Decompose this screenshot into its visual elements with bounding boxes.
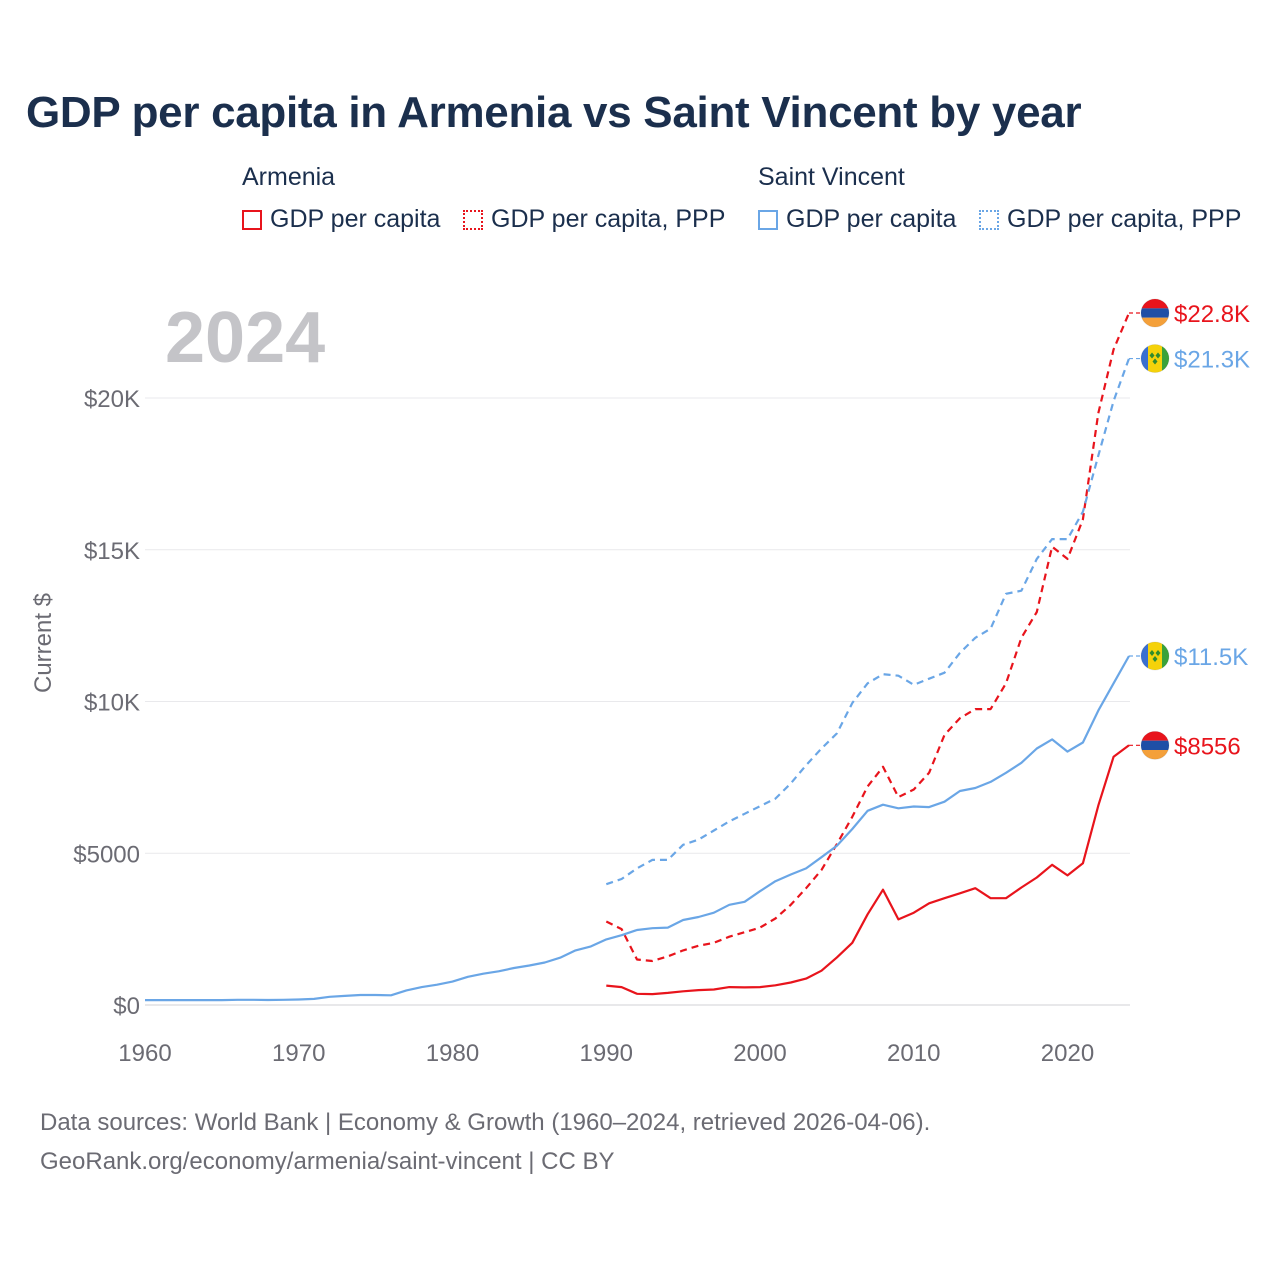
legend-group-title: Saint Vincent xyxy=(758,163,905,191)
y-tick-label: $10K xyxy=(84,690,140,717)
legend-item-armenia-gdp-ppp[interactable]: GDP per capita, PPP xyxy=(463,205,725,234)
legend-item-saint-vincent-gdp[interactable]: GDP per capita xyxy=(758,205,956,234)
x-tick-label: 1980 xyxy=(426,1040,479,1067)
legend-group-armenia: Armenia GDP per capita GDP per capita, P… xyxy=(242,160,742,240)
y-tick-label: $15K xyxy=(84,538,140,565)
end-value-label: $22.8K xyxy=(1174,301,1250,328)
footer-credit[interactable]: GeoRank.org/economy/armenia/saint-vincen… xyxy=(40,1148,615,1175)
legend-swatch-solid xyxy=(242,209,262,230)
legend-item-armenia-gdp[interactable]: GDP per capita xyxy=(242,205,440,234)
legend-swatch-solid xyxy=(758,209,778,230)
y-tick-label: $0 xyxy=(113,993,140,1020)
x-tick-label: 2000 xyxy=(733,1040,786,1067)
armenia-flag-icon xyxy=(1140,730,1170,760)
series-line-saint-vincent-gdp-per-capita xyxy=(145,655,1130,1002)
saint-vincent-flag-icon xyxy=(1140,344,1170,374)
y-tick-label: $20K xyxy=(84,386,140,413)
legend-swatch-dotted xyxy=(463,209,483,230)
end-value-label: $8556 xyxy=(1174,733,1241,760)
y-axis-label: Current $ xyxy=(30,593,57,693)
legend-group-title: Armenia xyxy=(242,163,336,191)
series-line-saint-vincent-gdp-per-capita-ppp xyxy=(605,358,1131,886)
end-value-label: $11.5K xyxy=(1174,644,1248,671)
y-tick-label: $5000 xyxy=(73,841,140,868)
footer-sources: Data sources: World Bank | Economy & Gro… xyxy=(40,1109,931,1136)
legend-item-saint-vincent-gdp-ppp[interactable]: GDP per capita, PPP xyxy=(979,205,1241,234)
x-tick-label: 1970 xyxy=(272,1040,325,1067)
series-line-armenia-gdp-per-capita xyxy=(606,744,1130,996)
legend-item-label: GDP per capita, PPP xyxy=(1007,205,1242,233)
grid xyxy=(145,397,1130,1006)
chart-title: GDP per capita in Armenia vs Saint Vince… xyxy=(26,88,1082,137)
saint-vincent-flag-icon xyxy=(1140,641,1170,671)
legend-item-label: GDP per capita xyxy=(270,205,441,233)
legend-group-saint-vincent: Saint Vincent GDP per capita GDP per cap… xyxy=(758,160,1268,240)
x-tick-label: 1960 xyxy=(118,1040,171,1067)
year-watermark: 2024 xyxy=(165,298,325,378)
axis-ticks: $0 $5000 $10K $15K $20K 1960 1970 1980 1990 2000 2… xyxy=(73,386,1094,1067)
legend-item-label: GDP per capita, PPP xyxy=(491,205,726,233)
x-tick-label: 1990 xyxy=(580,1040,633,1067)
x-tick-label: 2010 xyxy=(887,1040,940,1067)
x-tick-label: 2020 xyxy=(1041,1040,1094,1067)
end-value-label: $21.3K xyxy=(1174,347,1250,374)
armenia-flag-icon xyxy=(1140,298,1170,328)
series xyxy=(145,312,1131,1002)
end-labels: $8556 $22.8K $11.5K $21.3K xyxy=(1129,298,1250,760)
legend-item-label: GDP per capita xyxy=(786,205,957,233)
series-line-armenia-gdp-per-capita-ppp xyxy=(605,312,1131,963)
legend-swatch-dotted xyxy=(979,209,999,230)
